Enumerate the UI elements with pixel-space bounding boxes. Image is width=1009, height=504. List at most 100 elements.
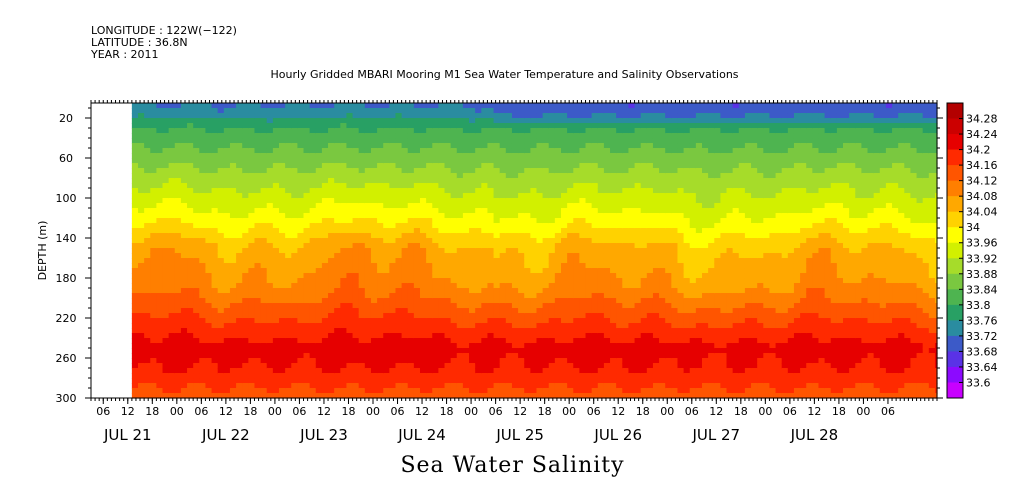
heatmap-cell <box>567 258 574 264</box>
heatmap-cell <box>266 143 274 149</box>
heatmap-cell <box>291 203 298 209</box>
heatmap-cell <box>377 358 384 364</box>
heatmap-cell <box>603 303 611 309</box>
heatmap-cell <box>285 113 292 119</box>
heatmap-cell <box>144 288 151 294</box>
heatmap-cell <box>168 328 176 334</box>
heatmap-cell <box>248 303 256 309</box>
heatmap-cell <box>622 188 630 194</box>
heatmap-cell <box>536 138 544 144</box>
heatmap-cell <box>389 383 397 389</box>
heatmap-cell <box>426 213 433 219</box>
heatmap-cell <box>364 193 372 199</box>
heatmap-cell <box>573 373 580 379</box>
heatmap-cell <box>303 338 311 344</box>
heatmap-cell <box>628 138 636 144</box>
heatmap-cell <box>450 388 458 394</box>
heatmap-cell <box>321 263 329 269</box>
heatmap-cell <box>364 213 372 219</box>
heatmap-cell <box>150 233 157 239</box>
heatmap-cell <box>634 153 642 159</box>
heatmap-cell <box>346 143 354 149</box>
heatmap-cell <box>223 323 231 329</box>
heatmap-cell <box>303 323 311 329</box>
heatmap-cell <box>530 153 538 159</box>
heatmap-cell <box>217 148 225 154</box>
heatmap-cell <box>610 148 617 154</box>
heatmap-cell <box>573 118 580 124</box>
heatmap-cell <box>162 143 170 149</box>
heatmap-cell <box>266 188 274 194</box>
heatmap-cell <box>616 248 623 254</box>
heatmap-cell <box>358 173 366 179</box>
heatmap-cell <box>475 258 482 264</box>
heatmap-cell <box>248 103 256 109</box>
heatmap-cell <box>285 168 292 174</box>
heatmap-cell <box>420 323 427 329</box>
heatmap-cell <box>144 343 151 349</box>
heatmap-cell <box>567 343 574 349</box>
heatmap-cell <box>634 148 642 154</box>
heatmap-cell <box>481 338 489 344</box>
heatmap-cell <box>346 183 354 189</box>
heatmap-cell <box>573 143 580 149</box>
heatmap-cell <box>217 343 225 349</box>
heatmap-cell <box>279 193 286 199</box>
heatmap-cell <box>616 298 623 304</box>
heatmap-cell <box>383 293 390 299</box>
heatmap-cell <box>223 313 231 319</box>
heatmap-cell <box>272 308 280 314</box>
heatmap-cell <box>279 378 286 384</box>
heatmap-cell <box>487 328 495 334</box>
heatmap-cell <box>579 158 587 164</box>
heatmap-cell <box>524 103 531 109</box>
heatmap-cell <box>640 353 648 359</box>
heatmap-cell <box>450 173 458 179</box>
heatmap-cell <box>193 178 200 184</box>
heatmap-cell <box>640 343 648 349</box>
heatmap-cell <box>548 293 556 299</box>
heatmap-cell <box>426 333 433 339</box>
heatmap-cell <box>138 223 145 229</box>
heatmap-cell <box>401 308 409 314</box>
heatmap-cell <box>450 303 458 309</box>
heatmap-cell <box>199 338 207 344</box>
heatmap-cell <box>291 253 298 259</box>
heatmap-cell <box>628 118 636 124</box>
heatmap-cell <box>420 193 427 199</box>
heatmap-cell <box>610 328 617 334</box>
heatmap-cell <box>377 263 384 269</box>
heatmap-cell <box>205 298 213 304</box>
heatmap-cell <box>358 208 366 214</box>
heatmap-cell <box>150 113 157 119</box>
heatmap-cell <box>309 388 317 394</box>
heatmap-cell <box>199 113 207 119</box>
heatmap-cell <box>340 198 348 204</box>
heatmap-cell <box>211 278 219 284</box>
heatmap-cell <box>352 328 360 334</box>
heatmap-cell <box>585 143 593 149</box>
heatmap-cell <box>150 283 157 289</box>
heatmap-cell <box>377 248 384 254</box>
heatmap-cell <box>603 273 611 279</box>
heatmap-cell <box>321 198 329 204</box>
heatmap-cell <box>260 283 268 289</box>
heatmap-cell <box>469 233 476 239</box>
heatmap-cell <box>407 208 415 214</box>
heatmap-cell <box>364 343 372 349</box>
heatmap-cell <box>579 168 587 174</box>
heatmap-cell <box>530 378 538 384</box>
heatmap-cell <box>591 288 599 294</box>
heatmap-cell <box>150 383 157 389</box>
heatmap-cell <box>248 238 256 244</box>
heatmap-cell <box>456 228 464 234</box>
heatmap-cell <box>272 363 280 369</box>
heatmap-cell <box>395 208 403 214</box>
heatmap-cell <box>401 203 409 209</box>
heatmap-cell <box>469 208 476 214</box>
heatmap-cell <box>364 233 372 239</box>
heatmap-cell <box>518 153 525 159</box>
heatmap-cell <box>518 338 525 344</box>
heatmap-cell <box>548 233 556 239</box>
heatmap-cell <box>542 263 550 269</box>
